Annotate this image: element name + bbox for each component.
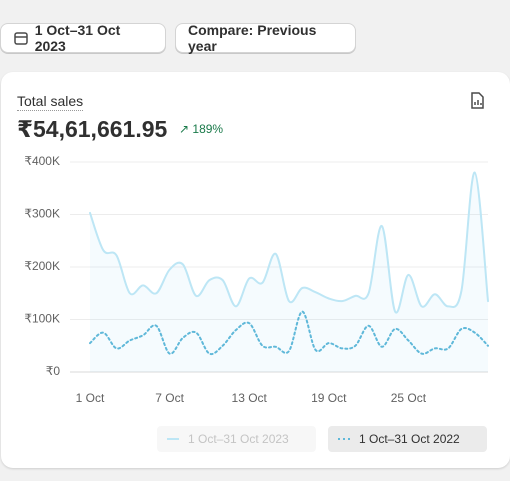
- x-tick-label: 7 Oct: [155, 391, 184, 405]
- series-line: [89, 171, 489, 314]
- legend-label: 1 Oct–31 Oct 2022: [359, 432, 460, 446]
- y-tick-label: ₹300K: [24, 207, 60, 221]
- change-text: 189%: [192, 122, 224, 136]
- calendar-icon: [14, 32, 28, 45]
- sales-card: Total sales ₹54,61,661.95 ↗ 189%: [1, 72, 510, 468]
- report-icon[interactable]: [469, 92, 485, 110]
- y-tick-label: ₹0: [46, 364, 61, 378]
- series-line: [89, 310, 489, 356]
- change: ↗ 189%: [179, 122, 224, 136]
- legend-item[interactable]: [157, 426, 316, 452]
- x-tick-label: 25 Oct: [391, 391, 427, 405]
- total-value: ₹54,61,661.95: [17, 116, 168, 142]
- y-tick-label: ₹400K: [24, 154, 60, 168]
- y-tick-label: ₹100K: [24, 312, 60, 326]
- card-title[interactable]: Total sales: [17, 93, 84, 111]
- compare-text: Compare: Previous year: [188, 22, 317, 54]
- x-tick-label: 19 Oct: [311, 391, 347, 405]
- compare-button[interactable]: Compare: Previous year: [175, 22, 356, 54]
- date-range-button[interactable]: 1 Oct–31 Oct 2023: [0, 22, 166, 54]
- y-tick-label: ₹200K: [24, 259, 60, 273]
- x-tick-label: 1 Oct: [76, 391, 105, 405]
- legend-label: 1 Oct–31 Oct 2023: [188, 432, 289, 446]
- date-range-text: 1 Oct–31 Oct 2023: [34, 22, 121, 54]
- x-tick-label: 13 Oct: [232, 391, 268, 405]
- legend-item[interactable]: [328, 426, 487, 452]
- area: [90, 172, 488, 372]
